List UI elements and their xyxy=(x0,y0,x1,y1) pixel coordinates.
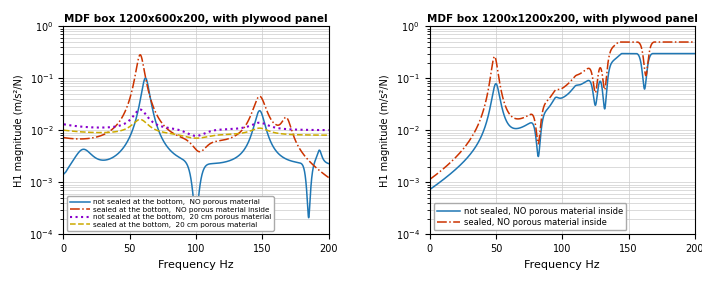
not sealed at the bottom,  NO porous material xyxy=(252,115,260,119)
not sealed at the bottom,  20 cm porous material xyxy=(317,128,325,132)
sealed, NO porous material inside xyxy=(537,117,545,120)
sealed, NO porous material inside xyxy=(539,106,548,109)
sealed, NO porous material inside xyxy=(426,177,435,181)
sealed at the bottom,  20 cm porous material xyxy=(317,133,325,137)
X-axis label: Frequency Hz: Frequency Hz xyxy=(524,260,600,270)
Line: sealed at the bottom,  NO porous material inside: sealed at the bottom, NO porous material… xyxy=(64,55,329,178)
not sealed, NO porous material inside xyxy=(539,115,548,118)
not sealed at the bottom,  20 cm porous material xyxy=(136,108,145,111)
not sealed at the bottom,  NO porous material xyxy=(192,219,200,222)
sealed at the bottom,  NO porous material inside xyxy=(303,157,312,161)
not sealed at the bottom,  NO porous material xyxy=(171,153,180,156)
not sealed at the bottom,  20 cm porous material xyxy=(252,122,260,125)
sealed at the bottom,  NO porous material inside xyxy=(173,134,182,137)
X-axis label: Frequency Hz: Frequency Hz xyxy=(158,260,234,270)
not sealed at the bottom,  NO porous material xyxy=(185,171,194,174)
not sealed at the bottom,  NO porous material xyxy=(303,201,312,205)
not sealed at the bottom,  20 cm porous material xyxy=(60,122,68,126)
Line: not sealed at the bottom,  NO porous material: not sealed at the bottom, NO porous mate… xyxy=(64,78,329,220)
sealed at the bottom,  NO porous material inside xyxy=(324,176,333,179)
sealed, NO porous material inside xyxy=(552,88,560,92)
not sealed at the bottom,  NO porous material xyxy=(317,151,325,154)
sealed, NO porous material inside xyxy=(618,40,627,44)
not sealed at the bottom,  NO porous material xyxy=(324,162,333,165)
sealed at the bottom,  20 cm porous material xyxy=(252,127,260,130)
not sealed, NO porous material inside xyxy=(682,52,691,55)
sealed at the bottom,  NO porous material inside xyxy=(317,170,325,173)
not sealed at the bottom,  20 cm porous material xyxy=(185,132,194,136)
sealed at the bottom,  20 cm porous material xyxy=(171,132,180,136)
sealed at the bottom,  20 cm porous material xyxy=(136,118,145,121)
not sealed at the bottom,  NO porous material xyxy=(141,76,150,80)
not sealed at the bottom,  20 cm porous material xyxy=(324,128,333,132)
sealed at the bottom,  NO porous material inside xyxy=(171,133,180,136)
not sealed, NO porous material inside xyxy=(552,96,560,99)
Y-axis label: H1 magnitude (m/s²/N): H1 magnitude (m/s²/N) xyxy=(14,74,24,187)
Title: MDF box 1200x600x200, with plywood panel: MDF box 1200x600x200, with plywood panel xyxy=(64,14,328,24)
Title: MDF box 1200x1200x200, with plywood panel: MDF box 1200x1200x200, with plywood pane… xyxy=(427,14,698,24)
not sealed, NO porous material inside xyxy=(618,52,627,55)
Line: sealed at the bottom,  20 cm porous material: sealed at the bottom, 20 cm porous mater… xyxy=(64,120,329,138)
sealed at the bottom,  20 cm porous material xyxy=(192,137,201,140)
not sealed, NO porous material inside xyxy=(691,52,699,55)
Line: not sealed at the bottom,  20 cm porous material: not sealed at the bottom, 20 cm porous m… xyxy=(64,110,329,136)
sealed at the bottom,  20 cm porous material xyxy=(185,136,194,139)
not sealed at the bottom,  20 cm porous material xyxy=(171,127,180,131)
not sealed at the bottom,  NO porous material xyxy=(60,172,68,176)
Line: not sealed, NO porous material inside: not sealed, NO porous material inside xyxy=(430,54,695,189)
sealed at the bottom,  NO porous material inside xyxy=(185,141,194,144)
not sealed at the bottom,  NO porous material xyxy=(173,154,182,158)
not sealed at the bottom,  20 cm porous material xyxy=(173,128,182,131)
not sealed, NO porous material inside xyxy=(426,188,435,191)
not sealed, NO porous material inside xyxy=(670,52,678,55)
sealed at the bottom,  NO porous material inside xyxy=(136,53,145,57)
sealed at the bottom,  20 cm porous material xyxy=(60,128,68,132)
sealed at the bottom,  NO porous material inside xyxy=(252,99,260,103)
Y-axis label: H1 magnitude (m/s²/N): H1 magnitude (m/s²/N) xyxy=(380,74,390,187)
sealed, NO porous material inside xyxy=(682,40,691,44)
not sealed, NO porous material inside xyxy=(537,126,545,130)
sealed at the bottom,  NO porous material inside xyxy=(60,136,68,139)
sealed at the bottom,  20 cm porous material xyxy=(303,133,312,137)
Legend: not sealed at the bottom,  NO porous material, sealed at the bottom,  NO porous : not sealed at the bottom, NO porous mate… xyxy=(67,196,274,231)
sealed, NO porous material inside xyxy=(691,40,699,44)
not sealed at the bottom,  20 cm porous material xyxy=(303,128,312,132)
sealed, NO porous material inside xyxy=(670,40,678,44)
Line: sealed, NO porous material inside: sealed, NO porous material inside xyxy=(430,42,695,179)
not sealed at the bottom,  20 cm porous material xyxy=(192,134,200,138)
sealed, NO porous material inside xyxy=(615,40,623,44)
sealed at the bottom,  20 cm porous material xyxy=(324,133,333,137)
not sealed, NO porous material inside xyxy=(618,52,626,55)
sealed at the bottom,  20 cm porous material xyxy=(173,133,182,137)
Legend: not sealed, NO porous material inside, sealed, NO porous material inside: not sealed, NO porous material inside, s… xyxy=(434,203,626,230)
